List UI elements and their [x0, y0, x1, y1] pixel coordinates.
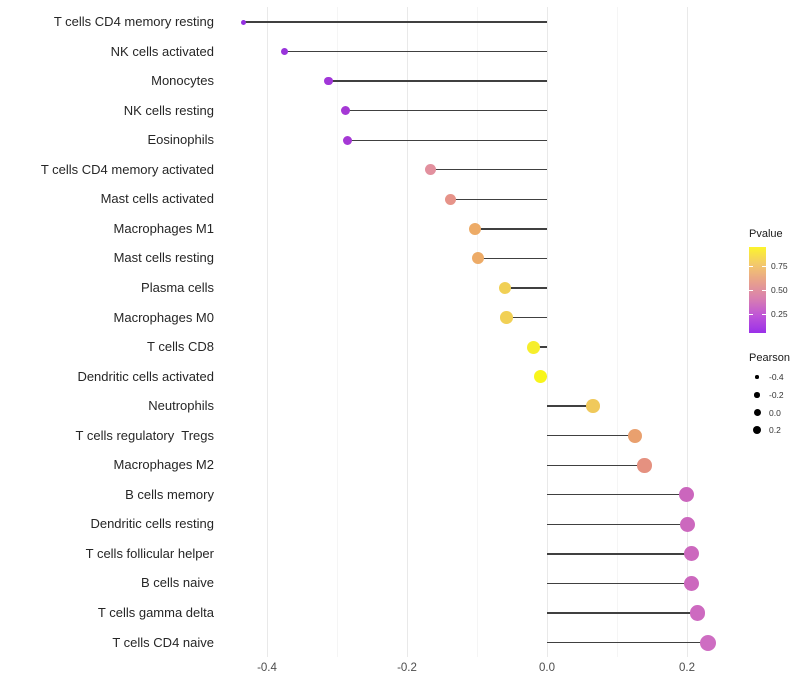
y-axis-label: Macrophages M0 — [113, 309, 214, 325]
y-axis-label: T cells regulatory Tregs — [75, 427, 214, 443]
lollipop-dot — [498, 281, 512, 295]
lollipop-stem — [547, 405, 594, 407]
pvalue-tick-mark — [749, 290, 753, 291]
pvalue-tick-mark — [749, 265, 753, 267]
lollipop-dot — [472, 252, 485, 265]
lollipop-stem — [547, 641, 708, 644]
lollipop-stem — [506, 316, 547, 319]
y-axis-label: B cells naive — [141, 575, 214, 591]
lollipop-stem — [478, 257, 547, 260]
lollipop-stem — [547, 553, 692, 555]
gridline-major — [266, 7, 268, 657]
pearson-legend-dot — [755, 375, 759, 379]
y-axis-label: Monocytes — [151, 73, 214, 89]
x-axis-tick-label: 0.0 — [539, 662, 555, 674]
lollipop-dot — [444, 193, 457, 206]
y-axis-label: T cells gamma delta — [97, 605, 214, 620]
y-axis-label: Dendritic cells activated — [77, 368, 214, 384]
lollipop-dot — [586, 399, 600, 413]
pvalue-tick-mark — [749, 314, 753, 316]
lollipop-dot — [500, 311, 513, 324]
gridline-minor — [476, 7, 478, 657]
y-axis-label: Dendritic cells resting — [90, 516, 214, 532]
pearson-legend-label: 0.2 — [769, 425, 781, 436]
lollipop-dot — [527, 340, 541, 354]
pearson-legend-dot — [753, 409, 761, 417]
lollipop-stem — [450, 198, 547, 200]
lollipop-dot — [689, 605, 706, 621]
pearson-legend-title: Pearson — [749, 352, 790, 364]
lollipop-dot — [637, 458, 652, 473]
lollipop-dot — [340, 106, 350, 116]
y-axis-label: NK cells activated — [110, 43, 214, 59]
pvalue-tick-label: 0.75 — [771, 260, 788, 271]
x-axis-tick-label: -0.2 — [397, 662, 417, 674]
gridline-minor — [616, 7, 618, 657]
y-axis-label: Mast cells activated — [100, 191, 214, 207]
lollipop-stem — [547, 612, 698, 614]
y-axis-label: Macrophages M1 — [113, 220, 214, 236]
lollipop-dot — [683, 546, 699, 562]
pvalue-tick-mark — [762, 314, 766, 316]
y-axis-label: Plasma cells — [141, 279, 214, 295]
lollipop-stem — [328, 80, 547, 82]
y-axis-label: Macrophages M2 — [113, 457, 214, 473]
gridline-major — [686, 7, 688, 657]
pearson-legend-label: -0.4 — [769, 372, 784, 382]
lollipop-dot — [680, 516, 696, 532]
lollipop-dot — [241, 19, 247, 25]
gridline-minor — [336, 7, 338, 657]
lollipop-stem — [547, 582, 692, 585]
pearson-legend-dot — [753, 426, 761, 435]
lollipop-dot — [533, 370, 547, 384]
lollipop-dot — [468, 222, 481, 235]
pvalue-tick-label: 0.25 — [771, 309, 788, 320]
pvalue-legend-title: Pvalue — [749, 228, 783, 240]
pvalue-tick-mark — [762, 290, 766, 291]
y-axis-label: NK cells resting — [123, 102, 214, 118]
lollipop-dot — [324, 76, 333, 86]
lollipop-stem — [430, 169, 547, 171]
lollipop-dot — [700, 634, 716, 651]
lollipop-stem — [505, 287, 547, 289]
lollipop-stem — [547, 494, 687, 496]
gridline-major — [546, 7, 548, 657]
y-axis-label: Eosinophils — [147, 132, 215, 148]
y-axis-label: T cells follicular helper — [85, 545, 214, 561]
lollipop-dot — [280, 47, 289, 56]
gridline-major — [406, 7, 408, 657]
lollipop-stem — [547, 435, 635, 437]
pvalue-tick-mark — [762, 265, 766, 267]
pearson-legend-dot — [754, 392, 760, 398]
y-axis-label: T cells CD4 memory activated — [40, 161, 214, 177]
lollipop-stem — [345, 109, 547, 112]
lollipop-stem — [533, 346, 547, 348]
lollipop-stem — [347, 139, 547, 141]
lollipop-dot — [684, 575, 700, 591]
x-axis-tick-label: -0.4 — [257, 662, 277, 674]
lollipop-dot — [343, 135, 352, 145]
lollipop-stem — [547, 523, 688, 526]
y-axis-label: Neutrophils — [148, 398, 214, 414]
pvalue-tick-label: 0.50 — [771, 285, 788, 295]
y-axis-label: B cells memory — [125, 486, 214, 502]
pvalue-gradient-bar — [749, 247, 766, 333]
y-axis-label: T cells CD4 memory resting — [53, 14, 214, 29]
lollipop-stem — [243, 21, 547, 23]
lollipop-stem — [284, 50, 547, 53]
pearson-legend-label: -0.2 — [769, 389, 784, 400]
y-axis-label: T cells CD8 — [147, 339, 214, 355]
lollipop-dot — [424, 164, 436, 176]
y-axis-label: T cells CD4 naive — [112, 634, 214, 650]
pearson-legend-label: 0.0 — [769, 407, 781, 418]
lollipop-dot — [678, 487, 694, 503]
lollipop-dot — [627, 428, 642, 443]
lollipop-stem — [474, 228, 547, 230]
lollipop-stem — [547, 464, 645, 466]
y-axis-label: Mast cells resting — [113, 250, 214, 266]
x-axis-tick-label: 0.2 — [679, 662, 695, 674]
